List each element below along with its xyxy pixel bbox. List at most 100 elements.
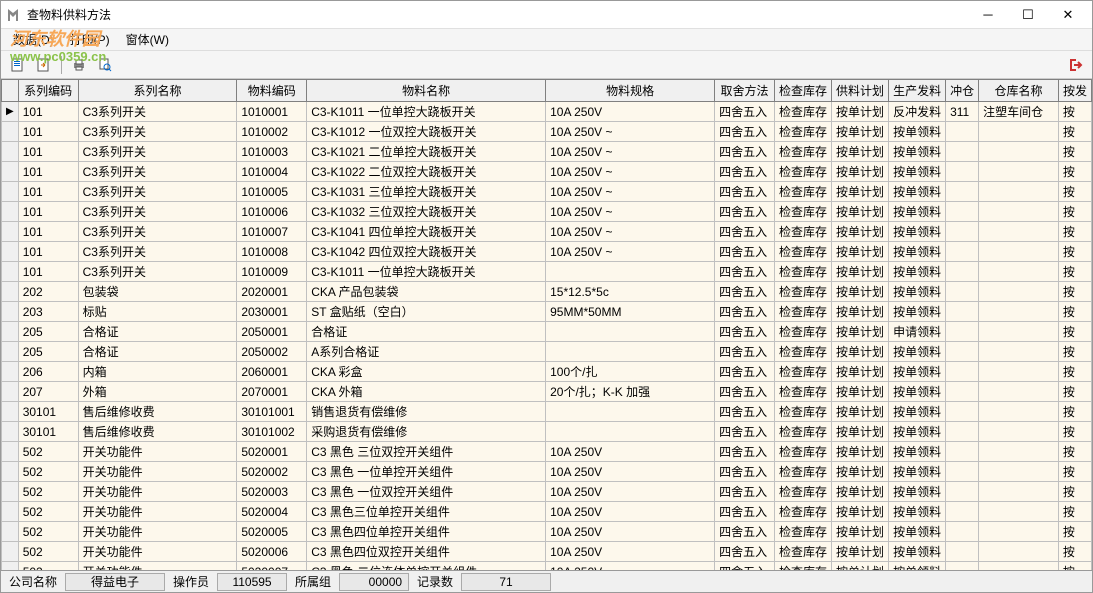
cell-mat-name[interactable]: C3-K1011 一位单控大跷板开关 (307, 262, 546, 282)
cell-mat-name[interactable]: C3 黑色 一位双控开关组件 (307, 482, 546, 502)
cell-series-name[interactable]: C3系列开关 (78, 162, 237, 182)
cell-plan[interactable]: 按单计划 (832, 442, 889, 462)
cell-wh[interactable] (979, 302, 1059, 322)
cell-method[interactable]: 四舍五入 (715, 402, 775, 422)
cell-red[interactable] (946, 122, 979, 142)
cell-check[interactable]: 检查库存 (775, 222, 832, 242)
cell-red[interactable] (946, 262, 979, 282)
cell-method[interactable]: 四舍五入 (715, 322, 775, 342)
cell-issue[interactable]: 按单领料 (889, 382, 946, 402)
cell-series-name[interactable]: 开关功能件 (78, 442, 237, 462)
tool-refresh-icon[interactable] (7, 54, 29, 76)
cell-method[interactable]: 四舍五入 (715, 282, 775, 302)
cell-mat-name[interactable]: C3 黑色四位双控开关组件 (307, 542, 546, 562)
cell-plan[interactable]: 按单计划 (832, 382, 889, 402)
cell-check[interactable]: 检查库存 (775, 422, 832, 442)
cell-issue[interactable]: 按单领料 (889, 422, 946, 442)
cell-issue[interactable]: 按单领料 (889, 182, 946, 202)
cell-wh[interactable] (979, 522, 1059, 542)
cell-red[interactable] (946, 242, 979, 262)
cell-method[interactable]: 四舍五入 (715, 182, 775, 202)
cell-mat-code[interactable]: 1010008 (237, 242, 307, 262)
cell-mat-name[interactable]: 销售退货有偿维修 (307, 402, 546, 422)
cell-wh[interactable] (979, 222, 1059, 242)
cell-mat-name[interactable]: 合格证 (307, 322, 546, 342)
cell-mat-spec[interactable]: 10A 250V ~ (546, 122, 715, 142)
cell-mat-code[interactable]: 2030001 (237, 302, 307, 322)
cell-mat-spec[interactable]: 10A 250V ~ (546, 162, 715, 182)
cell-mat-name[interactable]: C3-K1022 二位双控大跷板开关 (307, 162, 546, 182)
menu-data[interactable]: 数据(D) (5, 29, 62, 50)
cell-mat-spec[interactable]: 10A 250V ~ (546, 182, 715, 202)
cell-mat-code[interactable]: 1010002 (237, 122, 307, 142)
cell-mat-spec[interactable]: 10A 250V (546, 522, 715, 542)
tool-export-icon[interactable] (33, 54, 55, 76)
cell-red[interactable] (946, 202, 979, 222)
cell-mat-name[interactable]: C3 黑色 三位双控开关组件 (307, 442, 546, 462)
table-row[interactable]: 30101售后维修收费30101001销售退货有偿维修四舍五入检查库存按单计划按… (2, 402, 1092, 422)
cell-method[interactable]: 四舍五入 (715, 462, 775, 482)
cell-mat-spec[interactable]: 10A 250V (546, 102, 715, 122)
cell-mat-name[interactable]: 采购退货有偿维修 (307, 422, 546, 442)
cell-series-code[interactable]: 502 (18, 482, 78, 502)
cell-plan[interactable]: 按单计划 (832, 562, 889, 571)
cell-last[interactable]: 按 (1058, 262, 1091, 282)
cell-series-name[interactable]: C3系列开关 (78, 202, 237, 222)
cell-series-name[interactable]: 开关功能件 (78, 462, 237, 482)
cell-method[interactable]: 四舍五入 (715, 202, 775, 222)
cell-issue[interactable]: 反冲发料 (889, 102, 946, 122)
cell-red[interactable] (946, 342, 979, 362)
cell-mat-spec[interactable]: 10A 250V ~ (546, 242, 715, 262)
cell-red[interactable] (946, 482, 979, 502)
cell-series-name[interactable]: C3系列开关 (78, 242, 237, 262)
cell-series-name[interactable]: 开关功能件 (78, 502, 237, 522)
cell-mat-spec[interactable]: 20个/扎；K-K 加强 (546, 382, 715, 402)
cell-mat-code[interactable]: 5020002 (237, 462, 307, 482)
cell-mat-spec[interactable]: 100个/扎 (546, 362, 715, 382)
cell-plan[interactable]: 按单计划 (832, 242, 889, 262)
cell-mat-code[interactable]: 5020005 (237, 522, 307, 542)
cell-series-code[interactable]: 205 (18, 342, 78, 362)
cell-series-code[interactable]: 30101 (18, 422, 78, 442)
cell-wh[interactable] (979, 122, 1059, 142)
cell-last[interactable]: 按 (1058, 182, 1091, 202)
cell-issue[interactable]: 按单领料 (889, 442, 946, 462)
cell-issue[interactable]: 按单领料 (889, 342, 946, 362)
cell-red[interactable] (946, 322, 979, 342)
cell-wh[interactable]: 注塑车间仓 (979, 102, 1059, 122)
cell-issue[interactable]: 按单领料 (889, 222, 946, 242)
col-indicator[interactable] (2, 80, 19, 102)
table-row[interactable]: 207外箱2070001CKA 外箱20个/扎；K-K 加强四舍五入检查库存按单… (2, 382, 1092, 402)
cell-method[interactable]: 四舍五入 (715, 222, 775, 242)
cell-mat-spec[interactable] (546, 262, 715, 282)
cell-method[interactable]: 四舍五入 (715, 162, 775, 182)
maximize-button[interactable]: ☐ (1008, 3, 1048, 27)
tool-exit-icon[interactable] (1064, 54, 1086, 76)
cell-issue[interactable]: 按单领料 (889, 162, 946, 182)
cell-mat-code[interactable]: 30101002 (237, 422, 307, 442)
cell-series-code[interactable]: 101 (18, 142, 78, 162)
cell-issue[interactable]: 按单领料 (889, 282, 946, 302)
cell-check[interactable]: 检查库存 (775, 202, 832, 222)
cell-check[interactable]: 检查库存 (775, 302, 832, 322)
cell-check[interactable]: 检查库存 (775, 162, 832, 182)
table-row[interactable]: ▶101C3系列开关1010001C3-K1011 一位单控大跷板开关10A 2… (2, 102, 1092, 122)
tool-preview-icon[interactable] (94, 54, 116, 76)
cell-check[interactable]: 检查库存 (775, 102, 832, 122)
cell-method[interactable]: 四舍五入 (715, 442, 775, 462)
cell-series-code[interactable]: 502 (18, 562, 78, 571)
cell-mat-code[interactable]: 5020004 (237, 502, 307, 522)
cell-wh[interactable] (979, 182, 1059, 202)
col-check-stock[interactable]: 检查库存 (775, 80, 832, 102)
cell-mat-code[interactable]: 2060001 (237, 362, 307, 382)
cell-mat-code[interactable]: 1010001 (237, 102, 307, 122)
cell-plan[interactable]: 按单计划 (832, 262, 889, 282)
table-row[interactable]: 205合格证2050002A系列合格证四舍五入检查库存按单计划按单领料按 (2, 342, 1092, 362)
cell-issue[interactable]: 按单领料 (889, 122, 946, 142)
cell-plan[interactable]: 按单计划 (832, 322, 889, 342)
cell-issue[interactable]: 按单领料 (889, 262, 946, 282)
cell-last[interactable]: 按 (1058, 542, 1091, 562)
cell-mat-name[interactable]: C3 黑色 二位连体单控开关组件 (307, 562, 546, 571)
cell-wh[interactable] (979, 502, 1059, 522)
cell-check[interactable]: 检查库存 (775, 482, 832, 502)
